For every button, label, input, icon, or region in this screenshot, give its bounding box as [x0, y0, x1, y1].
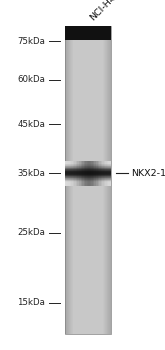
Bar — [74, 161, 76, 186]
Bar — [65, 161, 67, 186]
Bar — [65, 180, 111, 181]
Bar — [65, 26, 66, 334]
Bar — [65, 173, 111, 174]
Bar — [65, 185, 111, 186]
Bar — [67, 161, 68, 186]
Bar — [68, 161, 70, 186]
Bar — [72, 26, 73, 334]
Bar — [65, 164, 111, 165]
Bar — [65, 179, 111, 180]
Bar — [110, 161, 111, 186]
Bar — [107, 26, 108, 334]
Bar — [90, 161, 91, 186]
Bar — [106, 26, 107, 334]
Bar — [73, 161, 74, 186]
Bar — [87, 161, 88, 186]
Bar — [88, 161, 90, 186]
Bar — [65, 170, 111, 171]
Bar — [70, 26, 71, 334]
Bar — [102, 161, 104, 186]
Bar — [71, 161, 73, 186]
Bar — [65, 165, 111, 166]
Bar — [66, 26, 67, 334]
Bar — [65, 177, 111, 178]
Bar — [65, 183, 111, 184]
Bar — [79, 161, 81, 186]
Text: 35kDa: 35kDa — [17, 169, 45, 178]
Text: NCI-H460: NCI-H460 — [88, 0, 126, 23]
Bar — [65, 168, 111, 169]
Bar — [65, 161, 111, 162]
Bar — [93, 161, 94, 186]
Text: 25kDa: 25kDa — [17, 228, 45, 237]
Bar — [65, 181, 111, 182]
Bar — [78, 161, 79, 186]
Bar — [104, 161, 105, 186]
Bar — [96, 161, 98, 186]
Bar — [70, 161, 71, 186]
Text: 45kDa: 45kDa — [17, 120, 45, 129]
Bar — [71, 26, 72, 334]
Bar — [84, 161, 85, 186]
Bar — [65, 178, 111, 179]
Bar — [76, 161, 78, 186]
Bar — [94, 161, 96, 186]
Bar — [65, 175, 111, 176]
Bar — [65, 172, 111, 173]
Bar — [68, 26, 69, 334]
Bar — [67, 26, 68, 334]
Text: NKX2-1: NKX2-1 — [131, 169, 165, 178]
Bar — [81, 161, 82, 186]
Bar — [104, 26, 105, 334]
Bar — [105, 161, 107, 186]
Bar — [65, 174, 111, 175]
Bar — [107, 161, 108, 186]
Bar — [110, 26, 111, 334]
Bar — [98, 161, 99, 186]
Bar — [108, 161, 110, 186]
Bar — [105, 26, 106, 334]
Bar — [65, 184, 111, 185]
Bar — [65, 182, 111, 183]
Bar — [65, 169, 111, 170]
Bar — [103, 26, 104, 334]
Bar — [65, 166, 111, 167]
Bar — [91, 161, 93, 186]
Text: 75kDa: 75kDa — [17, 37, 45, 46]
Bar — [65, 26, 111, 334]
Bar — [65, 167, 111, 168]
Bar — [101, 161, 102, 186]
Text: 60kDa: 60kDa — [17, 75, 45, 84]
Bar — [65, 162, 111, 163]
Text: 15kDa: 15kDa — [17, 298, 45, 307]
Bar — [65, 163, 111, 164]
Bar — [82, 161, 84, 186]
Bar — [109, 26, 110, 334]
Bar — [99, 161, 101, 186]
Bar — [65, 176, 111, 177]
Bar — [65, 26, 111, 40]
Bar — [69, 26, 70, 334]
Bar — [108, 26, 109, 334]
Bar — [85, 161, 87, 186]
